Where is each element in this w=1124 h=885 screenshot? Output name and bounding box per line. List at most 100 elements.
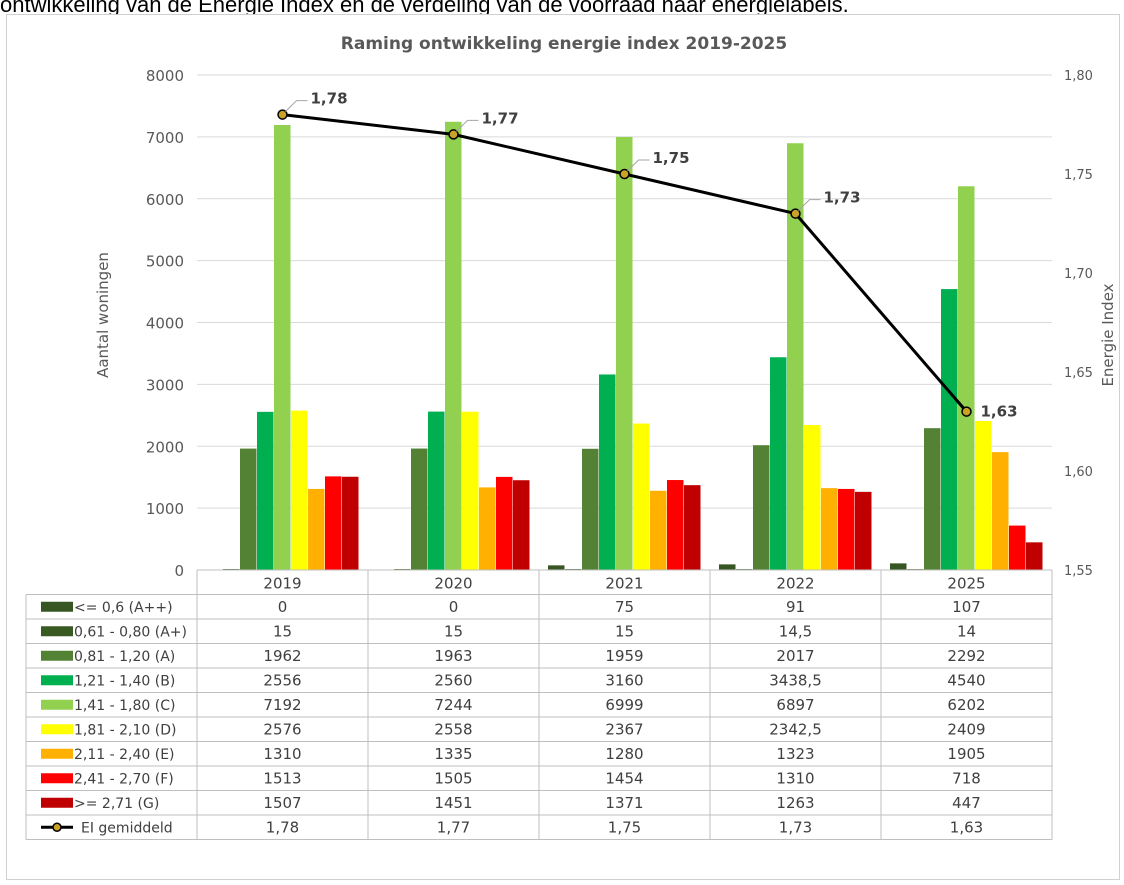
- y2-tick-label: 1,60: [1064, 465, 1093, 480]
- y-tick-label: 8000: [146, 67, 184, 85]
- y-tick-label: 6000: [146, 191, 184, 209]
- x-tick-label: 2019: [263, 574, 301, 592]
- table-cell: 75: [615, 598, 634, 616]
- table-cell: 15: [615, 622, 634, 640]
- legend-label: 0,61 - 0,80 (A+): [74, 624, 187, 640]
- y-tick-label: 1000: [146, 500, 184, 518]
- table-cell: 15: [273, 622, 292, 640]
- bar: [479, 487, 496, 570]
- table-cell: 718: [952, 769, 981, 787]
- bar: [855, 491, 872, 570]
- ei-data-label: 1,73: [824, 189, 861, 207]
- table-cell: 2409: [947, 720, 985, 738]
- table-cell: 14,5: [779, 622, 812, 640]
- table-cell: 2367: [605, 720, 643, 738]
- bars: [223, 121, 1043, 571]
- table-cell: 0: [449, 598, 459, 616]
- ei-line: 1,78 1,77 1,75 1,73 1,63: [277, 90, 1018, 421]
- table-cell: 2558: [434, 720, 472, 738]
- bar: [838, 488, 855, 570]
- legend-label: EI gemiddeld: [81, 820, 173, 836]
- bar: [890, 563, 907, 570]
- table-cell: 1323: [776, 745, 814, 763]
- chart-frame: Raming ontwikkeling energie index 2019-2…: [6, 14, 1120, 880]
- table-cell: 6202: [947, 696, 985, 714]
- table-cell: 91: [786, 598, 805, 616]
- bar: [240, 448, 257, 570]
- energy-index-chart: Raming ontwikkeling energie index 2019-2…: [25, 34, 1117, 840]
- table-cell: 1451: [434, 794, 472, 812]
- y2-axis-label: Energie Index: [1099, 283, 1117, 386]
- table-cell: 1263: [776, 794, 814, 812]
- table-cell: 0: [278, 598, 288, 616]
- ei-data-label: 1,78: [311, 90, 348, 108]
- bar: [513, 480, 530, 570]
- bar: [325, 476, 342, 570]
- y2-tick-label: 1,55: [1064, 564, 1093, 579]
- table-cell: 1371: [605, 794, 643, 812]
- bar: [1026, 542, 1043, 570]
- bar: [633, 423, 650, 570]
- bar: [496, 476, 513, 570]
- legend-swatch: [41, 797, 73, 808]
- table-cell: 1,75: [608, 818, 641, 836]
- bar: [1009, 525, 1026, 570]
- y-tick-label: 0: [174, 562, 184, 580]
- bar: [924, 428, 941, 570]
- bar: [821, 488, 838, 570]
- bar: [770, 357, 787, 570]
- table-cell: 2576: [263, 720, 301, 738]
- y-axis-label: Aantal woningen: [94, 252, 112, 378]
- legend-label: 1,81 - 2,10 (D): [74, 722, 176, 738]
- table-cell: 1335: [434, 745, 472, 763]
- table-cell: 3160: [605, 671, 643, 689]
- bar: [667, 480, 684, 570]
- y2-tick-label: 1,70: [1064, 267, 1093, 282]
- y-tick-label: 2000: [146, 438, 184, 456]
- legend-swatch: [41, 601, 73, 612]
- bar: [616, 136, 633, 570]
- table-cell: 107: [952, 598, 981, 616]
- table-cell: 1310: [263, 745, 301, 763]
- legend-swatch: [41, 626, 73, 637]
- table-cell: 3438,5: [769, 671, 822, 689]
- table-cell: 1,63: [950, 818, 983, 836]
- legend-swatch: [41, 724, 73, 735]
- y2-tick-label: 1,65: [1064, 366, 1093, 381]
- ei-leader-line: [456, 119, 479, 132]
- legend-swatch: [41, 650, 73, 661]
- y2-tick-label: 1,75: [1064, 168, 1093, 183]
- bar: [548, 565, 565, 570]
- table-cell: 1,78: [266, 818, 299, 836]
- data-table: 2019 2020 2021 2022 2025 <= 0,6 (A++) 0 0 75 91 10…: [25, 569, 1053, 840]
- table-cell: 14: [957, 622, 976, 640]
- table-cell: 6999: [605, 696, 643, 714]
- legend-label: <= 0,6 (A++): [74, 600, 173, 616]
- y-tick-label: 5000: [146, 253, 184, 271]
- bar: [958, 186, 975, 570]
- legend-label: >= 2,71 (G): [74, 796, 159, 812]
- ei-marker: [790, 208, 801, 219]
- legend-label: 2,11 - 2,40 (E): [74, 747, 175, 763]
- y-tick-label: 7000: [146, 129, 184, 147]
- ei-leader-line: [798, 199, 821, 211]
- bar: [719, 564, 736, 570]
- legend-swatch: [41, 675, 73, 686]
- table-cell: 447: [952, 794, 981, 812]
- table-cell: 15: [444, 622, 463, 640]
- bar: [411, 448, 428, 570]
- bar: [428, 411, 445, 570]
- x-tick-label: 2025: [947, 574, 985, 592]
- page-caption: ontwikkeling van de Energie Index en de …: [0, 0, 849, 17]
- chart-title: Raming ontwikkeling energie index 2019-2…: [341, 34, 787, 54]
- bar: [599, 374, 616, 570]
- bar: [342, 476, 359, 570]
- ei-leader-line: [285, 100, 308, 112]
- table-cell: 1962: [263, 647, 301, 665]
- table-cell: 4540: [947, 671, 985, 689]
- ei-marker: [277, 109, 288, 120]
- table-cell: 2560: [434, 671, 472, 689]
- bar: [582, 448, 599, 570]
- legend-label: 1,41 - 1,80 (C): [74, 698, 175, 714]
- bar: [650, 490, 667, 570]
